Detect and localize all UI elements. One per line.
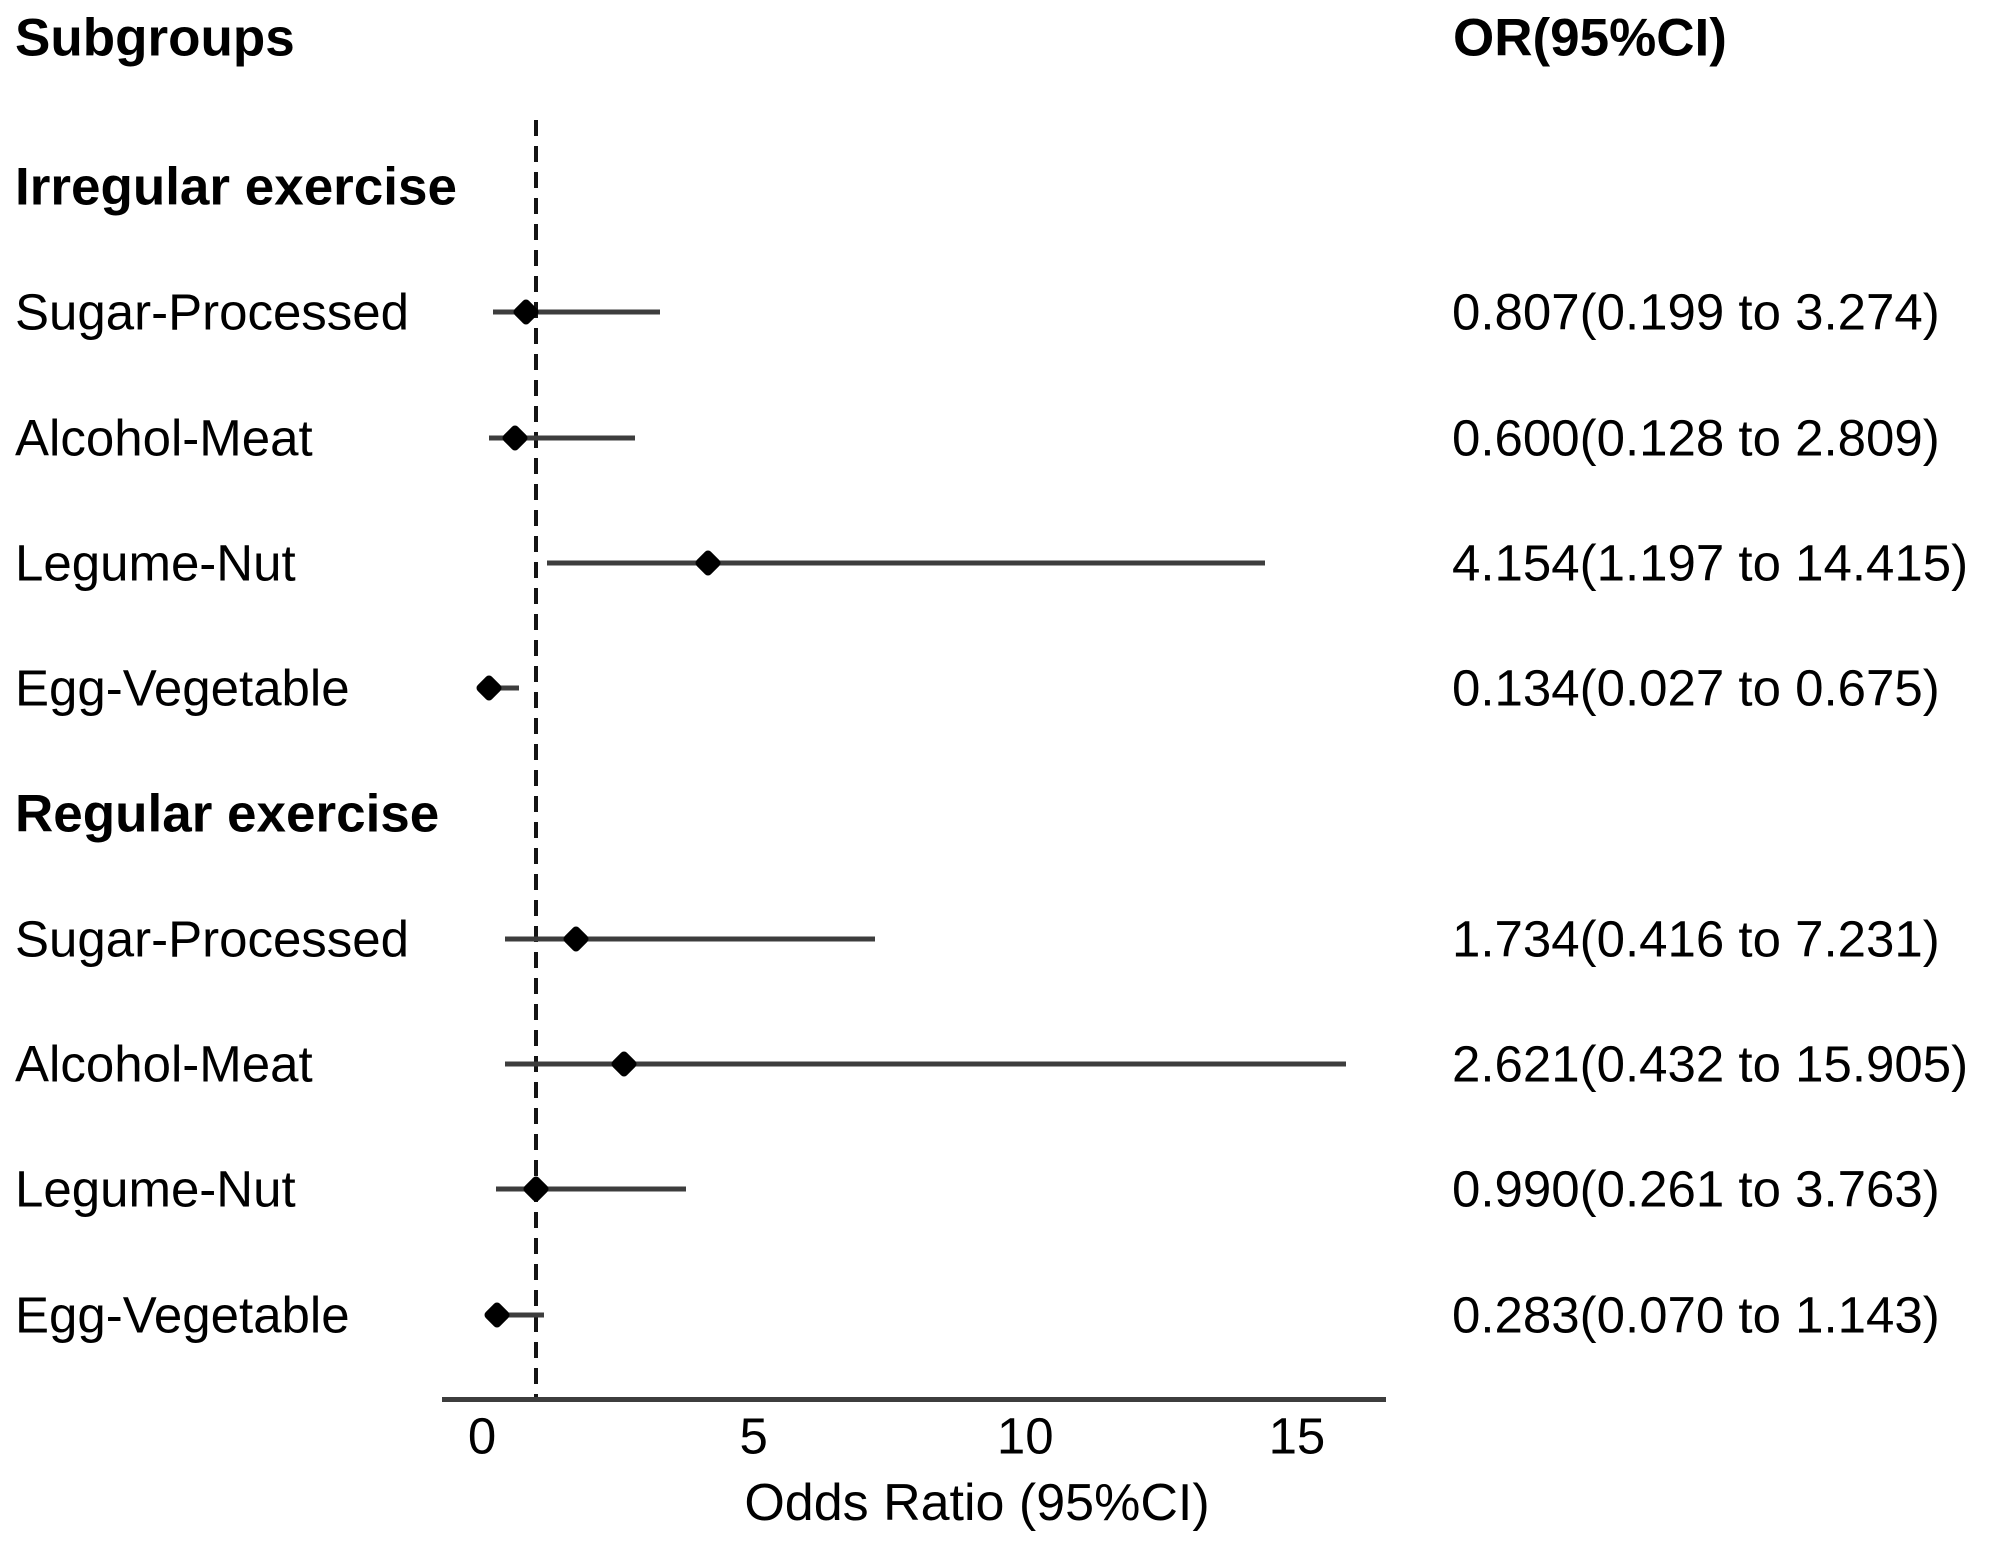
ci-whisker (496, 1186, 687, 1192)
row-label: Sugar-Processed (15, 910, 410, 968)
group-header: Irregular exercise (15, 157, 457, 217)
group-header: Regular exercise (15, 784, 440, 843)
or-value: 0.807(0.199 to 3.274) (1452, 283, 1940, 341)
subgroups-column-header: Subgroups (15, 8, 295, 68)
ci-whisker (505, 1061, 1347, 1067)
reference-line (534, 120, 539, 1399)
row-label: Legume-Nut (15, 1160, 296, 1218)
x-tick-label: 10 (996, 1407, 1054, 1465)
ci-whisker (504, 936, 875, 942)
ci-whisker (547, 560, 1266, 566)
row-label: Alcohol-Meat (15, 409, 313, 467)
or-value: 0.283(0.070 to 1.143) (1452, 1286, 1940, 1344)
row-label: Egg-Vegetable (15, 1286, 350, 1344)
or-marker (610, 1049, 639, 1079)
or-marker (475, 674, 504, 703)
ci-whisker (485, 1312, 545, 1318)
or-value: 2.621(0.432 to 15.905) (1452, 1035, 1969, 1093)
row-label: Alcohol-Meat (15, 1035, 313, 1093)
or-value: 0.990(0.261 to 3.763) (1452, 1160, 1940, 1218)
x-tick-label: 5 (739, 1407, 768, 1465)
or-column-header: OR(95%CI) (1453, 8, 1727, 68)
row-label: Egg-Vegetable (15, 659, 350, 717)
x-tick-label: 0 (467, 1407, 497, 1465)
or-marker (693, 548, 722, 578)
x-axis-title: Odds Ratio (95%CI) (744, 1474, 1210, 1532)
or-value: 0.134(0.027 to 0.675) (1452, 659, 1940, 717)
ci-whisker (488, 435, 635, 441)
or-value: 1.734(0.416 to 7.231) (1452, 910, 1940, 968)
or-marker (500, 423, 529, 452)
or-marker (521, 1175, 550, 1204)
or-marker (562, 924, 591, 953)
x-axis-line (442, 1397, 1386, 1402)
or-value: 4.154(1.197 to 14.415) (1452, 534, 1969, 592)
or-value: 0.600(0.128 to 2.809) (1452, 409, 1940, 467)
x-tick-label: 15 (1268, 1407, 1326, 1465)
row-label: Sugar-Processed (15, 283, 410, 341)
ci-whisker (492, 309, 660, 315)
or-marker (483, 1300, 512, 1329)
row-label: Legume-Nut (15, 534, 296, 592)
